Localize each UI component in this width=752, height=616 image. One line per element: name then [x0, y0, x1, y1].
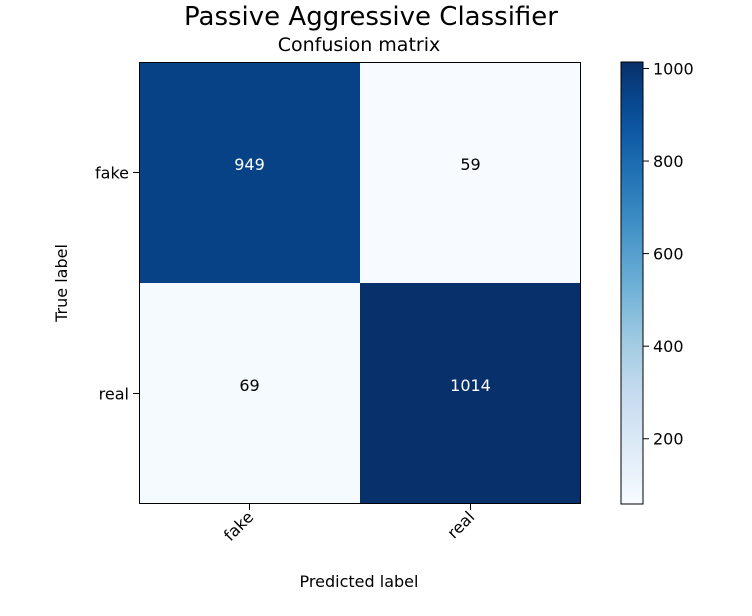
colorbar-tick-label: 600	[653, 245, 684, 264]
y-tick-label: real	[99, 385, 129, 404]
cell-value-label: 59	[460, 155, 480, 174]
heatmap-cell	[139, 62, 360, 283]
x-tick-label: fake	[220, 507, 257, 544]
x-tick-label: real	[443, 507, 478, 542]
chart-title: Confusion matrix	[278, 34, 440, 56]
plot-frame	[139, 62, 581, 504]
heatmap-cells: 949 59 69 1014	[139, 62, 581, 504]
cell-value-label: 69	[239, 376, 259, 395]
heatmap-cell	[360, 62, 581, 283]
heatmap-cell	[360, 283, 581, 504]
cell-value-label: 1014	[450, 376, 491, 395]
colorbar-ticks: 200 400 600 800 1000	[643, 59, 694, 449]
colorbar-tick-label: 400	[653, 337, 684, 356]
colorbar-tick-label: 200	[653, 430, 684, 449]
y-axis-label: True label	[52, 244, 71, 323]
figure-title: Passive Aggressive Classifier	[184, 2, 558, 32]
y-tick-label: fake	[95, 164, 129, 183]
colorbar-tick-label: 800	[653, 152, 684, 171]
heatmap-cell	[139, 283, 360, 504]
colorbar	[620, 61, 644, 505]
cell-value-label: 949	[234, 155, 265, 174]
colorbar-tick-label: 1000	[653, 59, 694, 78]
x-axis-label: Predicted label	[300, 572, 419, 591]
